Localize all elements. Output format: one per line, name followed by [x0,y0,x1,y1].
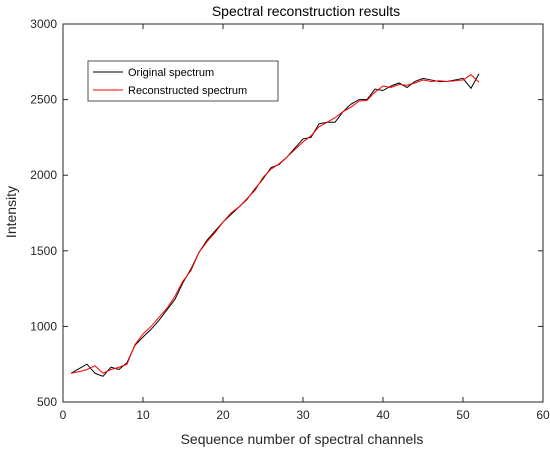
legend-label-reconstructed: Reconstructed spectrum [128,85,247,97]
x-tick-label: 30 [296,408,310,422]
y-axis-label: Intensity [3,186,19,238]
series-line-reconstructed [70,74,480,374]
x-tick-label: 50 [456,408,470,422]
chart-title: Spectral reconstruction results [212,3,400,19]
x-tick-label: 0 [60,408,67,422]
y-tick-label: 1000 [30,319,57,333]
y-tick-label: 2000 [30,168,57,182]
x-axis-label: Sequence number of spectral channels [181,431,424,447]
legend-box [87,60,279,102]
y-axis-ticks: 500 1000 1500 2000 2500 3000 [30,17,543,409]
y-tick-label: 1500 [30,244,57,258]
x-tick-label: 20 [216,408,230,422]
y-tick-label: 2500 [30,93,57,107]
legend-label-original: Original spectrum [128,67,214,79]
y-tick-label: 3000 [30,17,57,31]
series-layer [70,73,480,377]
legend: Original spectrum Reconstructed spectrum [87,60,279,102]
x-tick-label: 40 [376,408,390,422]
y-tick-label: 500 [37,395,57,409]
x-axis-ticks: 0 10 20 30 40 50 60 [60,24,550,422]
x-tick-label: 10 [136,408,150,422]
x-tick-label: 60 [536,408,550,422]
